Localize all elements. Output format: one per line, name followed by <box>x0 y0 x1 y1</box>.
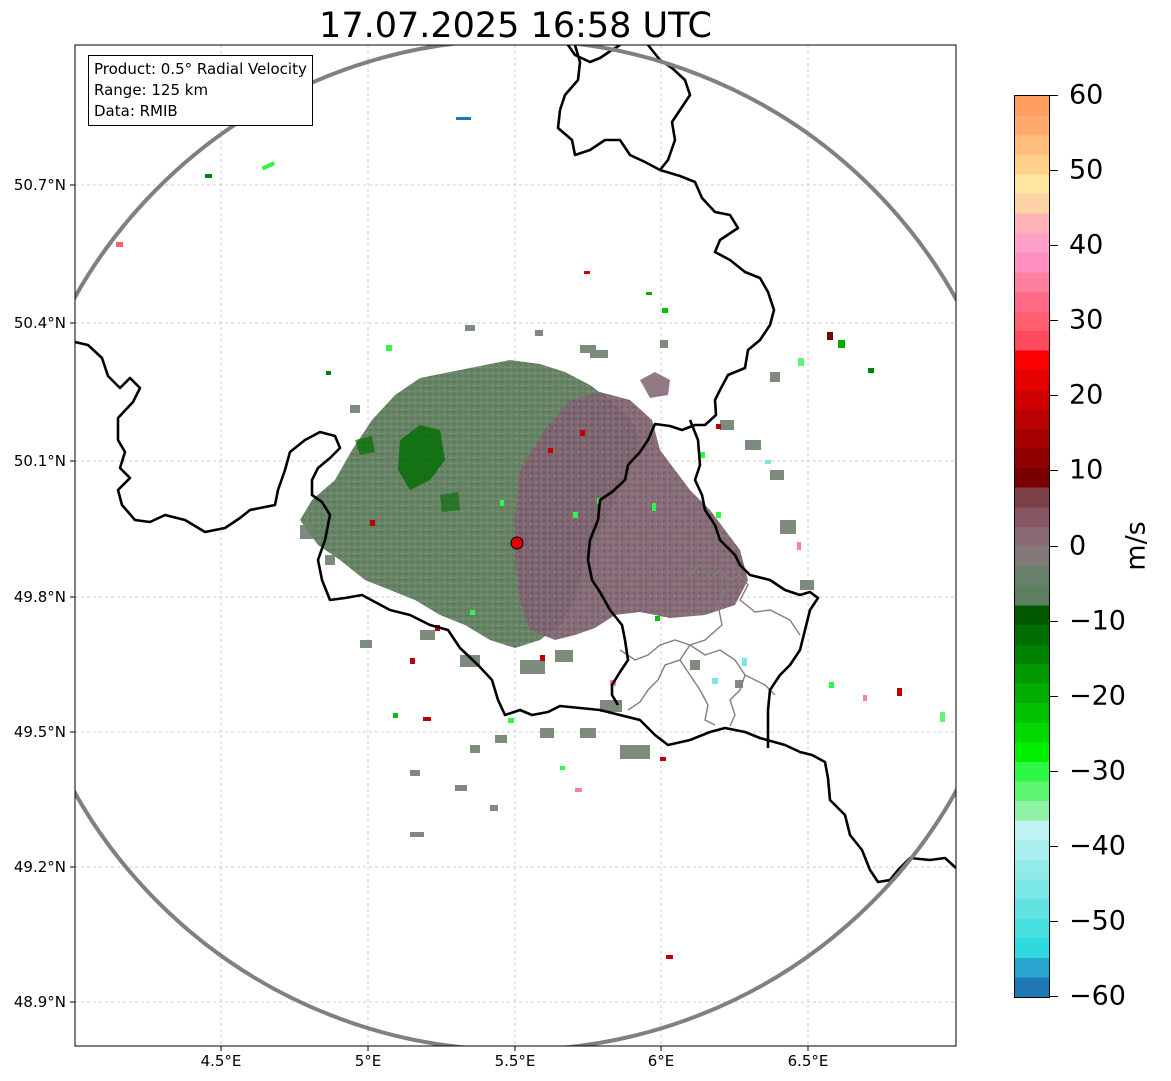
national-borders <box>75 45 956 884</box>
y-tick-label: 50.1°N <box>13 452 66 470</box>
colorbar-label: m/s <box>1120 521 1152 571</box>
province-borders <box>619 563 801 727</box>
info-range: Range: 125 km <box>94 81 209 99</box>
colorbar <box>1014 95 1050 998</box>
colorbar-tick-mark <box>1049 695 1058 697</box>
colorbar-tick-mark <box>1049 320 1058 322</box>
x-tick-label: 6.5°E <box>787 1052 829 1070</box>
echo-purple-top <box>640 372 670 398</box>
y-tick-label: 48.9°N <box>13 993 66 1011</box>
colorbar-tick-label: 30 <box>1069 304 1104 336</box>
x-tick-label: 5°E <box>354 1052 382 1070</box>
y-tick-label: 49.5°N <box>13 723 66 741</box>
echo-purple-region <box>515 392 748 640</box>
info-box: Product: 0.5° Radial Velocity Range: 125… <box>88 55 313 126</box>
y-tick-label: 50.4°N <box>13 314 66 332</box>
colorbar-tick-mark <box>1049 770 1058 772</box>
echo-dark-green <box>398 425 445 490</box>
y-tick-label: 50.7°N <box>13 176 66 194</box>
colorbar-tick-label: −60 <box>1069 980 1126 1012</box>
tick-marks <box>70 184 809 1051</box>
y-tick-label: 49.2°N <box>13 858 66 876</box>
radar-echoes <box>116 117 945 959</box>
colorbar-tick-mark <box>1049 470 1058 472</box>
y-tick-label: 49.8°N <box>13 588 66 606</box>
colorbar-tick-label: 10 <box>1069 454 1104 486</box>
colorbar-tick-mark <box>1049 996 1058 997</box>
colorbar-tick-label: 60 <box>1069 79 1104 111</box>
colorbar-tick-mark <box>1049 170 1058 172</box>
colorbar-tick-label: 0 <box>1069 530 1087 561</box>
colorbar-tick-label: −20 <box>1069 680 1126 712</box>
x-tick-label: 4.5°E <box>200 1052 242 1070</box>
colorbar-tick-label: −10 <box>1069 605 1126 637</box>
colorbar-tick-mark <box>1049 845 1058 847</box>
colorbar-tick-mark <box>1049 395 1058 397</box>
map-title: 17.07.2025 16:58 UTC <box>319 6 712 46</box>
info-product: Product: 0.5° Radial Velocity <box>94 60 307 78</box>
colorbar-tick-mark <box>1049 620 1058 622</box>
colorbar-tick-mark <box>1049 920 1058 922</box>
x-tick-label: 5.5°E <box>494 1052 536 1070</box>
colorbar-tick-mark <box>1049 545 1058 547</box>
colorbar-tick-label: −50 <box>1069 905 1126 937</box>
colorbar-tick-label: −40 <box>1069 830 1126 862</box>
colorbar-tick-label: 50 <box>1069 154 1104 186</box>
info-source: Data: RMIB <box>94 102 178 120</box>
colorbar-tick-label: 20 <box>1069 379 1104 411</box>
colorbar-tick-mark <box>1049 245 1058 247</box>
colorbar-tick-label: −30 <box>1069 755 1126 787</box>
colorbar-tick-mark <box>1049 95 1058 96</box>
radar-site-marker <box>510 536 524 550</box>
x-tick-label: 6°E <box>647 1052 675 1070</box>
colorbar-tick-label: 40 <box>1069 229 1104 261</box>
